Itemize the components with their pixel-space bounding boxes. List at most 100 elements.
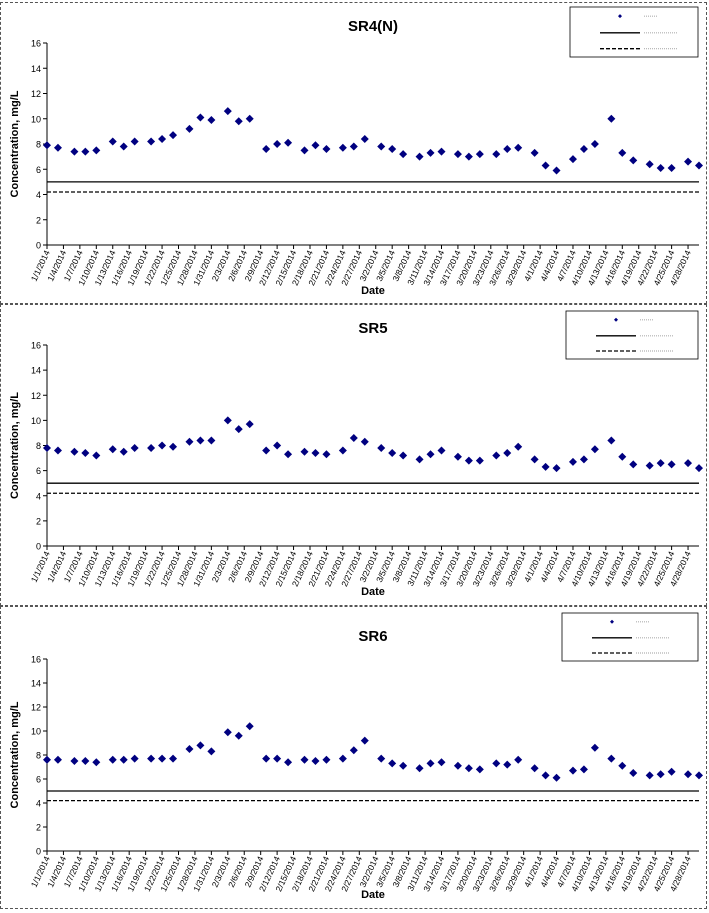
y-tick-label: 12 [31, 89, 41, 99]
chart-panel-sr4n: SR4(N) 0 2 4 6 8 10 12 14 16 Concentration, mg/L 1/… [0, 2, 707, 304]
y-tick-label: 6 [36, 165, 41, 175]
legend [561, 612, 699, 662]
data-point [234, 425, 243, 434]
data-point [590, 743, 599, 752]
data-point [349, 746, 358, 755]
data-point [70, 757, 79, 765]
data-point [234, 117, 243, 126]
data-point [169, 442, 178, 451]
data-point [437, 147, 446, 156]
data-point [579, 145, 588, 154]
data-point [360, 736, 369, 745]
data-point [618, 761, 627, 770]
data-point [568, 155, 577, 164]
data-point [629, 460, 638, 469]
data-point [437, 446, 446, 455]
data-point [568, 457, 577, 466]
data-point [360, 134, 369, 143]
data-point [695, 161, 703, 170]
data-point [618, 148, 627, 157]
y-tick-label: 0 [36, 241, 41, 251]
data-point [338, 143, 347, 152]
data-point [426, 759, 435, 768]
data-point [262, 754, 271, 763]
data-point [629, 156, 638, 165]
data-point [169, 754, 178, 763]
data-point [207, 436, 216, 445]
data-point [185, 124, 194, 133]
data-point [119, 447, 128, 456]
data-point [300, 755, 309, 764]
data-point [147, 444, 156, 453]
data-point [590, 445, 599, 454]
data-point [399, 451, 408, 460]
y-axis-label: Concentration, mg/L [9, 90, 21, 197]
y-tick-label: 4 [36, 190, 41, 200]
data-point [645, 771, 654, 780]
data-point [453, 452, 462, 461]
data-point [645, 461, 654, 470]
data-point [426, 148, 435, 157]
data-point [262, 145, 271, 154]
series-points [43, 107, 703, 175]
data-point [338, 446, 347, 455]
data-point [453, 150, 462, 159]
data-point [684, 157, 693, 166]
data-point [147, 754, 156, 763]
data-point [311, 141, 320, 150]
data-point [207, 116, 216, 125]
data-point [552, 464, 561, 473]
data-point [284, 450, 293, 459]
data-point [667, 460, 676, 469]
data-point [349, 142, 358, 151]
data-point [81, 147, 90, 156]
data-point [541, 771, 550, 780]
data-point [158, 134, 167, 143]
legend-marker [610, 619, 614, 624]
data-point [388, 759, 397, 768]
data-point [262, 446, 271, 455]
data-point [464, 456, 473, 465]
data-point [70, 447, 79, 456]
data-point [426, 450, 435, 459]
data-point [645, 160, 654, 169]
data-point [108, 137, 117, 146]
data-point [158, 754, 167, 763]
data-point [349, 433, 358, 442]
data-point [514, 442, 523, 451]
data-point [360, 437, 369, 446]
data-point [130, 444, 139, 453]
data-point [70, 147, 79, 156]
legend [565, 310, 699, 360]
data-point [245, 420, 254, 429]
data-point [207, 747, 216, 756]
data-point [43, 755, 51, 764]
data-point [377, 142, 386, 151]
data-point [541, 161, 550, 170]
data-point [185, 437, 194, 446]
data-point [311, 757, 320, 765]
data-point [503, 760, 512, 769]
y-tick-label: 12 [31, 703, 41, 713]
data-point [196, 436, 205, 445]
data-point [92, 146, 101, 155]
data-point [684, 770, 693, 779]
y-tick-label: 4 [36, 799, 41, 809]
data-point [415, 455, 424, 464]
data-point [43, 444, 51, 453]
data-point [322, 145, 331, 154]
y-axis-label: Concentration, mg/L [9, 701, 21, 808]
data-point [656, 163, 665, 172]
data-point [437, 758, 446, 767]
data-point [300, 146, 309, 155]
legend [569, 6, 699, 58]
data-point [629, 769, 638, 777]
y-tick-label: 10 [31, 416, 41, 426]
data-point [667, 767, 676, 776]
legend-box [561, 612, 699, 662]
data-point [273, 754, 282, 763]
data-point [415, 764, 424, 773]
data-point [388, 449, 397, 458]
data-point [618, 452, 627, 461]
